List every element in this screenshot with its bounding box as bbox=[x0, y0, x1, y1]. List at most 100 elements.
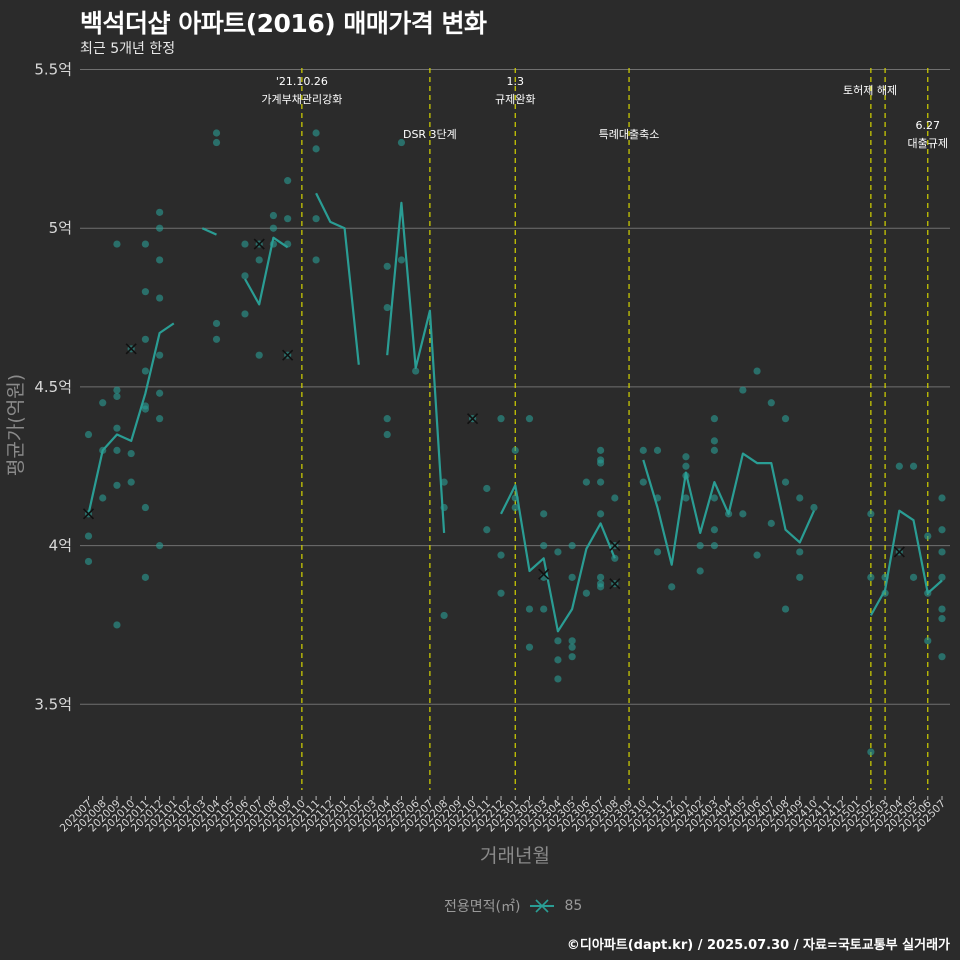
transaction-point bbox=[156, 351, 164, 359]
cross-stroke bbox=[609, 540, 621, 552]
y-axis-title: 평균가(억원) bbox=[5, 374, 27, 476]
transaction-point bbox=[141, 240, 149, 248]
transaction-point bbox=[284, 215, 292, 223]
legend: 전용면적(㎡) 85 bbox=[444, 896, 582, 916]
transaction-point bbox=[156, 224, 164, 232]
transaction-point bbox=[582, 478, 590, 486]
transaction-point bbox=[99, 494, 107, 502]
transaction-point bbox=[269, 211, 278, 220]
transaction-point bbox=[483, 526, 491, 534]
transaction-point bbox=[84, 430, 93, 439]
transaction-point bbox=[710, 446, 719, 454]
transaction-point bbox=[113, 240, 121, 248]
transaction-point bbox=[397, 256, 406, 264]
transaction-point bbox=[511, 503, 519, 512]
transaction-point bbox=[568, 653, 576, 661]
y-tick-label: 4.5억 bbox=[34, 378, 72, 396]
transaction-point bbox=[909, 462, 918, 470]
event-label: 특례대출축소 bbox=[599, 128, 660, 141]
transaction-point bbox=[781, 478, 790, 486]
legend-label: 85 bbox=[564, 898, 583, 914]
transaction-point bbox=[212, 319, 221, 328]
cross-marker bbox=[467, 413, 479, 425]
transaction-point bbox=[696, 542, 704, 550]
cross-stroke bbox=[467, 413, 479, 425]
transaction-point bbox=[525, 605, 534, 613]
series-line-segment bbox=[244, 236, 289, 306]
transaction-point bbox=[554, 548, 562, 556]
transaction-point bbox=[255, 256, 263, 264]
transaction-point bbox=[383, 415, 391, 423]
event-label: 1.3 bbox=[507, 75, 525, 88]
transaction-point bbox=[597, 459, 605, 467]
transaction-point bbox=[440, 611, 448, 620]
cross-marker bbox=[609, 540, 621, 552]
cross-stroke bbox=[893, 546, 905, 558]
cross-stroke bbox=[609, 578, 621, 590]
series-line-segment bbox=[869, 509, 943, 616]
transaction-point bbox=[497, 415, 505, 423]
transaction-point bbox=[582, 589, 590, 597]
transaction-point bbox=[867, 510, 875, 518]
transaction-point bbox=[540, 542, 548, 550]
transaction-point bbox=[141, 288, 149, 296]
transaction-point bbox=[412, 367, 420, 375]
transaction-point bbox=[312, 215, 320, 223]
transaction-point bbox=[511, 446, 519, 454]
event-label: 가계부채관리강화 bbox=[261, 93, 342, 106]
transaction-point bbox=[440, 478, 448, 486]
transaction-point bbox=[639, 446, 647, 454]
transaction-point bbox=[212, 138, 221, 147]
transaction-point bbox=[113, 481, 121, 489]
cross-stroke bbox=[282, 349, 294, 361]
transaction-point bbox=[753, 367, 761, 375]
transaction-point bbox=[909, 573, 918, 581]
legend-title: 전용면적(㎡) bbox=[444, 899, 521, 915]
transaction-point bbox=[895, 462, 903, 470]
x-axis: 2020072020082020092020102020112020122021… bbox=[58, 796, 948, 834]
chart-subtitle: 최근 5개년 한정 bbox=[80, 41, 176, 57]
transaction-point bbox=[141, 503, 149, 512]
event-label: 규제완화 bbox=[495, 93, 535, 106]
event-label: 대출규제 bbox=[908, 137, 948, 150]
transaction-point bbox=[710, 542, 719, 550]
cross-stroke bbox=[125, 343, 137, 355]
transaction-point bbox=[938, 573, 946, 581]
cross-marker bbox=[282, 349, 294, 361]
transaction-point bbox=[525, 415, 534, 423]
transaction-point bbox=[938, 494, 946, 502]
transaction-point bbox=[710, 526, 719, 534]
cross-stroke bbox=[253, 238, 265, 250]
transaction-point bbox=[597, 573, 605, 581]
event-label: 토허제 해제 bbox=[843, 83, 897, 97]
transaction-point bbox=[938, 526, 946, 534]
cross-marker bbox=[609, 578, 621, 590]
transaction-point bbox=[241, 240, 249, 248]
transaction-point bbox=[767, 399, 775, 407]
transaction-point bbox=[938, 548, 946, 556]
cross-stroke bbox=[538, 568, 550, 580]
cross-marker bbox=[253, 238, 265, 250]
transaction-point bbox=[597, 446, 605, 454]
legend-line-cross-icon bbox=[530, 899, 555, 913]
transaction-point bbox=[739, 510, 747, 518]
transaction-point bbox=[568, 637, 576, 645]
transaction-point bbox=[312, 256, 320, 264]
transaction-point bbox=[611, 494, 619, 502]
transaction-point bbox=[568, 573, 576, 581]
transaction-point bbox=[796, 494, 804, 502]
y-tick-label: 4억 bbox=[49, 537, 72, 555]
transaction-point bbox=[668, 583, 676, 591]
transaction-point bbox=[938, 653, 946, 661]
transaction-point bbox=[554, 656, 562, 664]
transaction-point bbox=[781, 605, 790, 613]
transaction-point bbox=[255, 351, 263, 359]
transaction-point bbox=[924, 532, 932, 540]
cross-marker bbox=[125, 343, 137, 355]
transaction-point bbox=[383, 430, 391, 439]
transaction-point bbox=[540, 605, 548, 613]
transaction-point bbox=[710, 437, 719, 445]
transaction-point bbox=[568, 643, 576, 651]
